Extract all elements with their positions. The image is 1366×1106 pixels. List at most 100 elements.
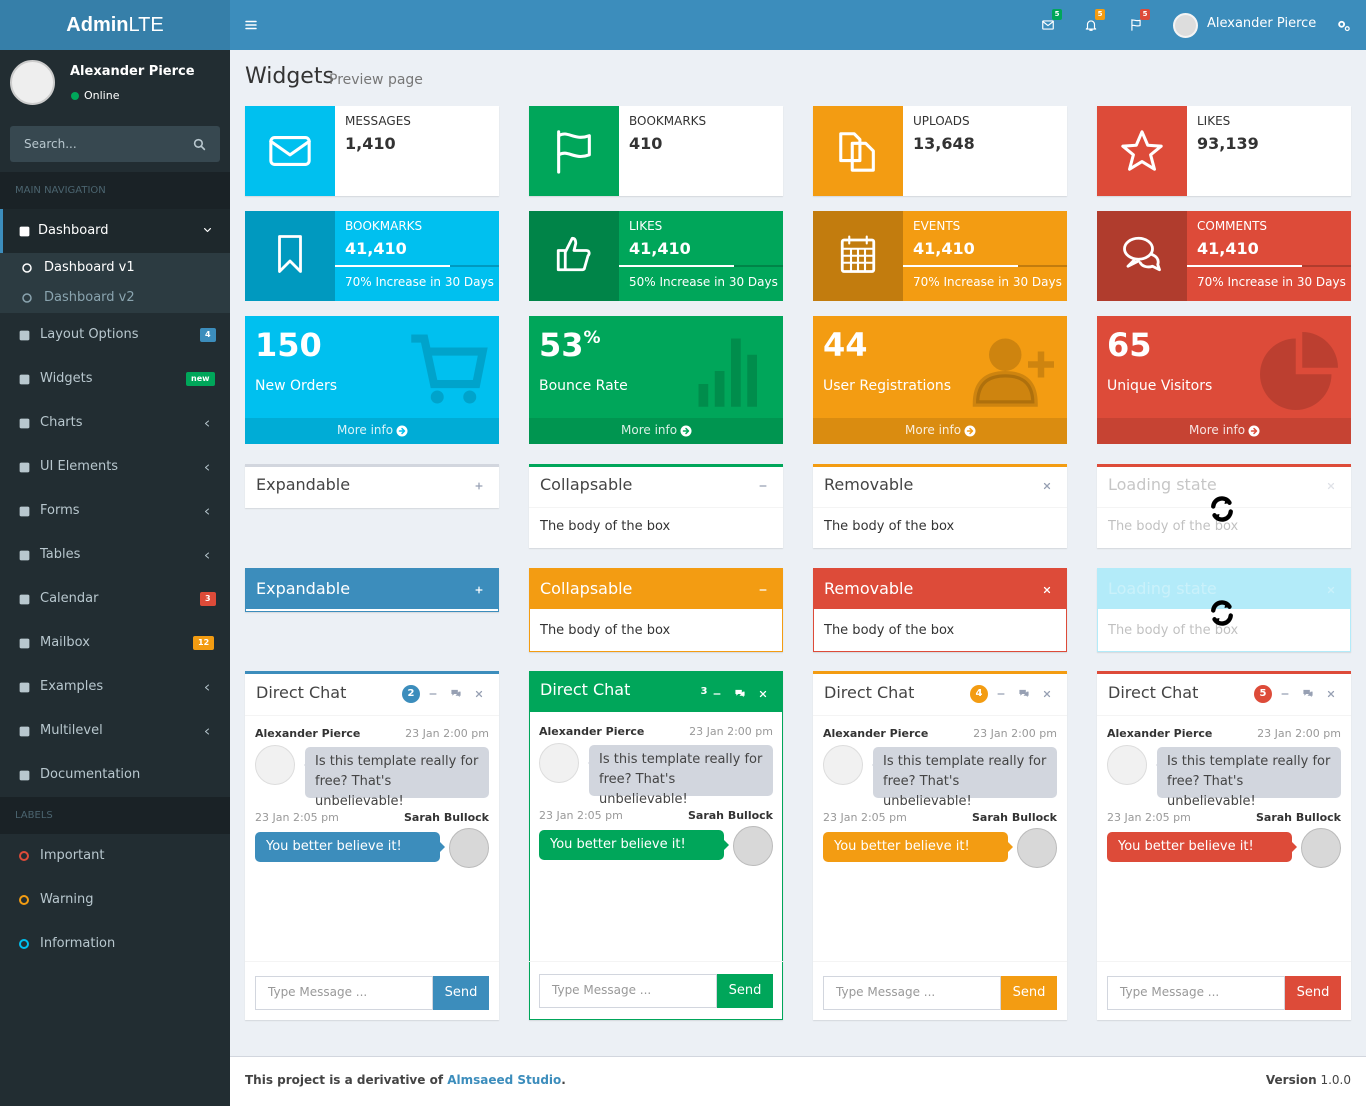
box-body: The body of the box — [540, 519, 671, 534]
progress-label: EVENTS — [913, 219, 961, 233]
small-footer[interactable] — [1097, 418, 1351, 444]
msg-name: Alexander Pierce — [823, 727, 929, 740]
chevron-left — [205, 420, 209, 427]
chat-placeholder: Type Message ... — [836, 985, 936, 999]
box-tool — [1043, 482, 1051, 490]
nav-item[interactable] — [0, 577, 230, 621]
send-button[interactable]: Send — [1001, 976, 1057, 1010]
chevron-left-part — [205, 728, 209, 735]
box-title: Expandable — [256, 475, 351, 494]
box — [1097, 464, 1351, 548]
nav-badge: 5 — [1140, 9, 1150, 20]
progress-number: 41,410 — [913, 239, 975, 258]
send-button[interactable]: Send — [433, 976, 489, 1010]
chat-tool-contacts-part — [735, 689, 745, 698]
nav-item-icon-part — [19, 226, 30, 237]
nav-item-icon — [19, 682, 30, 693]
progress-number: 41,410 — [629, 239, 691, 258]
progress-label: LIKES — [629, 219, 663, 233]
chat-tool-min — [1281, 693, 1289, 695]
box-tool — [475, 586, 483, 594]
small-number-text: 44 — [823, 326, 868, 364]
sub-label[interactable]: Dashboard v1 — [44, 260, 135, 275]
progress-icon-bg — [1097, 211, 1187, 301]
info-icon — [557, 130, 591, 174]
small-box-icon-part — [430, 390, 444, 404]
arrow-circle — [1248, 425, 1260, 437]
info-label: MESSAGES — [345, 114, 411, 128]
chat-input[interactable] — [823, 976, 1001, 1010]
nav-item-icon — [19, 594, 30, 605]
nav-item[interactable] — [0, 665, 230, 709]
chat-placeholder: Type Message ... — [1120, 985, 1220, 999]
chevron-left-part — [205, 420, 209, 427]
loading-spinner — [1211, 600, 1233, 626]
progress-icon-part — [278, 235, 302, 273]
box-title: Collapsable — [540, 579, 633, 598]
chevron-down-part — [204, 228, 211, 233]
small-footer-text: More info — [337, 423, 394, 437]
chat-input[interactable] — [1107, 976, 1285, 1010]
progress-box — [1097, 211, 1351, 301]
search-box[interactable] — [10, 126, 220, 162]
chat-footer — [813, 961, 1067, 962]
small-footer[interactable] — [245, 418, 499, 444]
msg-bubble: You better believe it! — [255, 832, 440, 862]
nav-badge: 12 — [193, 636, 215, 650]
chat-divider — [813, 715, 1067, 716]
search-icon-part — [193, 138, 204, 149]
chevron-left-part — [205, 552, 209, 559]
logo-bold: Admin — [66, 14, 129, 36]
info-number: 1,410 — [345, 134, 396, 153]
box-title: Loading state — [1108, 475, 1217, 494]
box-tool — [475, 482, 483, 490]
loading-spinner — [1211, 496, 1233, 522]
nav-icon-part — [1131, 19, 1141, 31]
arrow-circle — [680, 425, 692, 437]
nav-badge: 4 — [200, 328, 216, 342]
status: Online — [84, 89, 120, 102]
msg-name: Alexander Pierce — [539, 725, 645, 738]
nav-badge: new — [186, 372, 215, 386]
box-tool — [759, 485, 767, 487]
label-item[interactable]: Information — [40, 936, 116, 951]
nav-item-icon-part — [19, 594, 30, 605]
version-number: 1.0.0 — [1316, 1073, 1351, 1087]
nav-label: Dashboard — [38, 223, 109, 238]
send-button[interactable]: Send — [1285, 976, 1341, 1010]
sub-bullet-part — [22, 263, 32, 273]
label-item[interactable]: Important — [40, 848, 105, 863]
small-label: New Orders — [255, 378, 338, 394]
footer-link[interactable]: Almsaeed Studio — [447, 1073, 562, 1087]
nav-item[interactable] — [0, 709, 230, 753]
chevron-left — [205, 728, 209, 735]
chat-placeholder: Type Message ... — [268, 985, 368, 999]
box-header-bg — [813, 568, 1067, 609]
nav-item[interactable] — [0, 401, 230, 445]
send-button[interactable]: Send — [717, 974, 773, 1008]
user-name: Alexander Pierce — [1207, 16, 1317, 31]
nav-item[interactable] — [0, 209, 230, 253]
nav-item-icon — [19, 550, 30, 561]
chat-input[interactable] — [255, 976, 433, 1010]
progress-icon-bg — [245, 211, 335, 301]
msg-name: Sarah Bullock — [1255, 811, 1341, 824]
chevron-left-part — [205, 684, 209, 691]
progress-box — [529, 211, 783, 301]
nav-item[interactable] — [0, 489, 230, 533]
chat-input[interactable] — [539, 974, 717, 1008]
nav-item-icon — [19, 374, 30, 385]
nav-item-icon-part — [19, 638, 30, 649]
sub-label[interactable]: Dashboard v2 — [44, 290, 135, 305]
small-number-sup: % — [583, 328, 601, 348]
nav-icon-part — [1085, 20, 1097, 31]
small-footer[interactable] — [529, 418, 783, 444]
label-item[interactable]: Warning — [40, 892, 94, 907]
nav-badge: 5 — [1095, 9, 1105, 20]
nav-item[interactable] — [0, 533, 230, 577]
small-box — [1097, 316, 1351, 444]
small-footer[interactable] — [813, 418, 1067, 444]
msg-bubble: Is this template really for free? That's… — [305, 747, 489, 809]
settings-icon-part — [1344, 26, 1350, 32]
label-ring — [19, 939, 29, 949]
